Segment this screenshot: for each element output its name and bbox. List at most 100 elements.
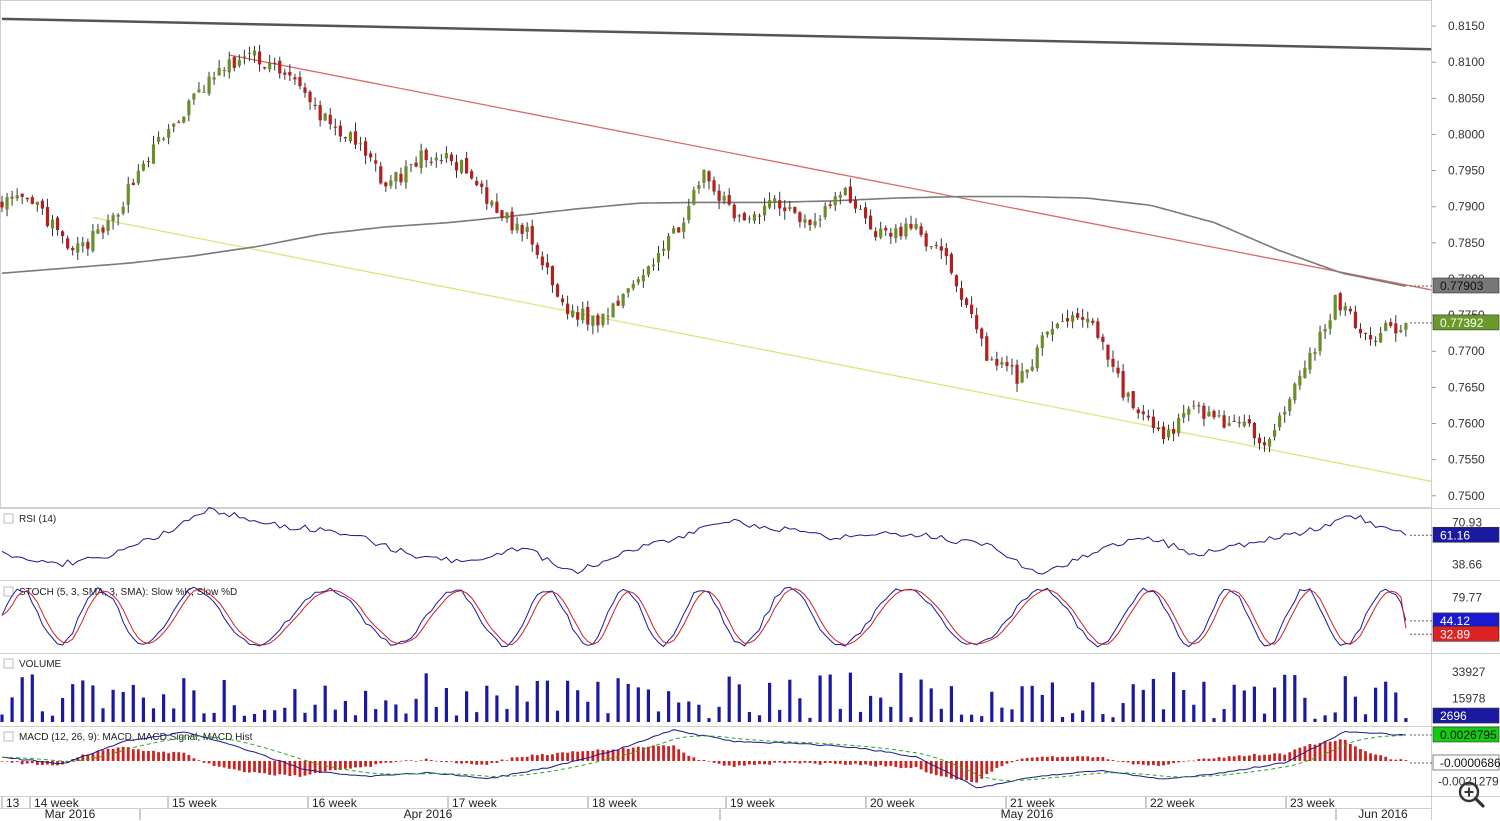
macd-hist-bar [1025,757,1029,761]
macd-hist-bar [283,761,287,775]
macd-hist-bar [480,761,484,765]
volume-title: VOLUME [19,659,62,670]
macd-hist-bar [495,761,499,763]
volume-bar [626,683,630,722]
stoch-tick-label: 79.77 [1452,590,1482,604]
volume-bar [697,704,701,722]
macd-hist-bar [899,761,903,769]
candle-body [566,303,570,315]
volume-bar [475,712,479,722]
candle-body [1091,320,1095,323]
volume-bar [687,701,691,722]
macd-hist-bar [232,761,236,770]
candle-body [535,244,539,255]
candle-body [874,231,878,238]
candle-body [985,336,989,361]
panel-checkbox-icon[interactable] [3,731,14,742]
panel-checkbox-icon[interactable] [3,513,14,524]
candle-body [212,77,216,80]
macd-hist-bar [111,748,115,761]
macd-hist-bar [349,761,352,769]
macd-hist-bar [81,754,85,761]
volume-bar [384,700,388,722]
macd-hist-bar [571,751,575,761]
candle-body [1005,362,1009,367]
macd-hist-bar [419,760,423,761]
candle-body [717,190,721,201]
candle-body [353,131,358,145]
rsi-tick-label: 70.93 [1452,516,1482,530]
macd-hist-bar [389,761,393,763]
candle-body [121,206,125,214]
candle-body [30,197,34,204]
candle-body [20,193,24,197]
volume-bar [111,689,115,722]
candle-body [560,298,565,303]
candle-body [358,143,363,145]
time-axis: 13 14 week 15 week 16 week 17 week 18 week 19 … [0,796,1431,820]
macd-hist-bar [551,754,554,761]
macd-hist-bar [313,761,317,774]
candle-body [1257,437,1262,444]
candle-body [1247,419,1251,424]
macd-hist-bar [849,761,852,765]
macd-hist-bar [1136,761,1140,765]
macd-hist-bar [20,761,24,765]
volume-bar [1101,714,1105,722]
price-panel: 0.8150 0.8100 0.8050 0.8000 0.7950 0.7900 0.78… [0,17,1500,503]
macd-hist-bar [1020,758,1024,761]
candle-body [1227,423,1231,426]
macd-hist-bar [818,761,822,765]
month-label: Mar 2016 [45,807,96,820]
zoom-button[interactable] [1446,776,1496,816]
macd-hist-bar [889,761,893,766]
volume-bar [1212,718,1216,722]
candle-body [1035,347,1039,369]
candle-body [757,215,762,217]
candle-body [449,154,454,162]
week-label: 15 week [172,796,218,810]
candle-body [1030,366,1034,371]
panel-checkbox-icon[interactable] [3,658,14,669]
macd-hist-bar [212,761,216,767]
volume-bar [1242,690,1246,722]
candle-body [156,136,161,142]
panel-checkbox-icon[interactable] [3,586,14,597]
candle-body [550,266,555,286]
candle-body [959,288,964,300]
week-label: 18 week [592,796,638,810]
candle-body [298,77,302,87]
candle-body [641,275,645,282]
candle-body [475,180,479,186]
macd-hist-bar [157,752,160,761]
macd-hist-bar [566,752,569,761]
volume-bar [788,679,792,722]
volume-bar [40,711,44,722]
macd-hist-bar [152,750,155,761]
volume-bar [495,695,499,722]
candle-body [333,126,337,128]
macd-hist-bar [788,761,792,763]
volume-bar [1000,707,1004,722]
candle-body [1353,311,1357,329]
macd-hist-bar [1030,757,1034,761]
macd-hist-bar [172,751,176,761]
macd-hist-bar [30,761,34,764]
candle-body [338,125,342,137]
candle-body [601,313,605,325]
macd-hist-bar [76,757,80,761]
candle-body [863,207,868,219]
candle-body [995,359,999,366]
volume-bar [717,706,721,722]
volume-bar [323,685,327,722]
volume-bar [374,709,378,722]
macd-hist-bar [616,750,620,761]
macd-hist-bar [192,758,196,761]
volume-bar [1151,678,1155,722]
macd-hist-bar [1232,756,1236,761]
macd-hist-bar [687,755,691,761]
macd-hist-bar [869,761,872,766]
candle-body [768,200,772,208]
price-tick-label: 0.8050 [1448,91,1485,105]
volume-bar [1303,697,1307,722]
